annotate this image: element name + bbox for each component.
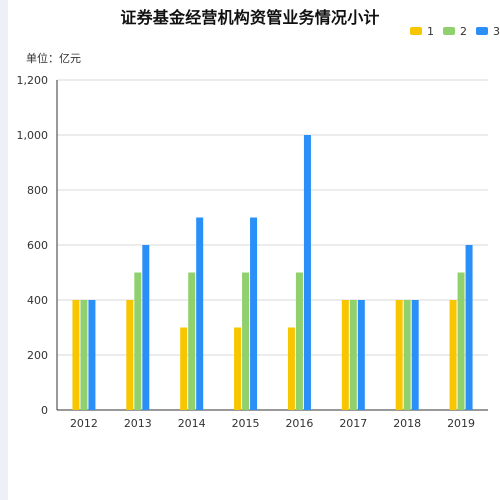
y-tick-label-600: 600 <box>27 239 48 252</box>
bar-2014-series-1 <box>180 327 188 410</box>
bar-2015-series-2 <box>242 272 250 410</box>
bar-2012-series-1 <box>72 300 80 410</box>
bar-2014-series-3 <box>196 217 204 410</box>
bar-2017-series-3 <box>357 300 365 410</box>
bar-2018-series-3 <box>411 300 419 410</box>
bar-2014-series-2 <box>188 272 196 410</box>
bar-2013-series-3 <box>142 245 150 410</box>
bar-2017-series-2 <box>349 300 357 410</box>
bar-2016-series-1 <box>287 327 295 410</box>
bar-2017-series-1 <box>341 300 349 410</box>
legend-label-series-1: 1 <box>427 24 434 38</box>
legend-label-series-3: 3 <box>493 24 500 38</box>
legend-swatch-series-3 <box>476 27 488 35</box>
x-tick-label-2015: 2015 <box>232 417 260 430</box>
bar-2019-series-2 <box>457 272 465 410</box>
bar-2012-series-2 <box>80 300 88 410</box>
legend-item-series-2[interactable]: 2 <box>443 25 467 38</box>
bar-2019-series-1 <box>449 300 457 410</box>
y-tick-label-200: 200 <box>27 349 48 362</box>
bar-2018-series-2 <box>403 300 411 410</box>
bar-2019-series-3 <box>465 245 473 410</box>
bar-2012-series-3 <box>88 300 96 410</box>
legend-swatch-series-1 <box>410 27 422 35</box>
bar-2013-series-2 <box>134 272 142 410</box>
x-tick-label-2012: 2012 <box>70 417 98 430</box>
y-tick-label-400: 400 <box>27 294 48 307</box>
legend-item-series-1[interactable]: 1 <box>410 25 434 38</box>
x-tick-label-2013: 2013 <box>124 417 152 430</box>
legend-label-series-2: 2 <box>460 24 467 38</box>
legend-item-series-3[interactable]: 3 <box>476 25 500 38</box>
legend: 1 2 3 <box>410 24 500 38</box>
legend-swatch-series-2 <box>443 27 455 35</box>
x-tick-label-2019: 2019 <box>447 417 475 430</box>
bar-2018-series-1 <box>395 300 403 410</box>
x-tick-label-2014: 2014 <box>178 417 206 430</box>
x-tick-label-2016: 2016 <box>285 417 313 430</box>
bar-2015-series-3 <box>250 217 258 410</box>
x-tick-label-2018: 2018 <box>393 417 421 430</box>
y-tick-label-0: 0 <box>41 404 48 417</box>
bar-2016-series-3 <box>303 135 311 410</box>
chart-title: 证券基金经营机构资管业务情况小计 <box>120 8 380 27</box>
bar-2013-series-1 <box>126 300 134 410</box>
y-tick-label-1000: 1,000 <box>17 129 49 142</box>
bar-2016-series-2 <box>295 272 303 410</box>
y-tick-label-800: 800 <box>27 184 48 197</box>
left-margin-strip <box>0 0 8 500</box>
bar-2015-series-1 <box>234 327 242 410</box>
x-tick-label-2017: 2017 <box>339 417 367 430</box>
unit-label: 单位：亿元 <box>26 52 81 65</box>
y-tick-label-1200: 1,200 <box>17 74 49 87</box>
